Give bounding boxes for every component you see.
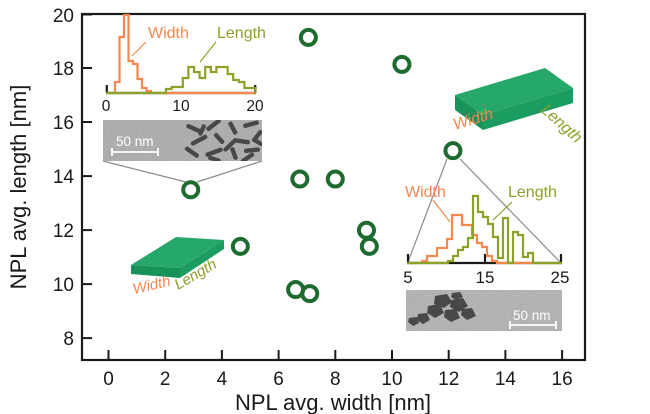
y-axis-ticks [82, 13, 92, 340]
y-tick-label: 8 [63, 329, 74, 350]
right-inset-histogram: 5 15 25 Width Length [403, 184, 569, 287]
x-tick-label: 16 [552, 369, 573, 390]
right-tem-image: 50 nm [406, 290, 562, 331]
x-tick-label: 8 [330, 369, 341, 390]
x-tick-label: 10 [381, 369, 402, 390]
x-tick-label: 4 [217, 369, 228, 390]
x-tick-label: 6 [273, 369, 284, 390]
right-hist-tick-label: 25 [551, 268, 570, 287]
right-scale-bar [509, 321, 557, 329]
right-inset-leader-lines [407, 158, 561, 263]
x-axis-title: NPL avg. width [nm] [235, 390, 431, 414]
right-width-leader [432, 199, 451, 223]
left-tem-image: 50 nm [103, 120, 262, 161]
scatter-point [359, 236, 379, 256]
y-tick-label: 14 [53, 167, 75, 188]
scatter-point [298, 27, 318, 47]
y-tick-labels: 8 10 12 14 16 18 20 [53, 6, 75, 350]
left-hist-tick-label: 20 [246, 98, 264, 115]
left-length-histogram [106, 65, 257, 95]
x-tick-label: 2 [160, 369, 171, 390]
nanoplatelet-particles [408, 292, 476, 326]
scatter-point [181, 180, 201, 200]
right-width-histogram [407, 213, 562, 265]
scatter-point [325, 169, 345, 189]
left-inset-leader-lines [102, 160, 263, 183]
right-length-label: Length [508, 184, 557, 201]
left-scale-bar-label: 50 nm [116, 134, 154, 149]
y-axis-title: NPL avg. length [nm] [6, 85, 31, 290]
y-tick-label: 16 [53, 113, 74, 134]
right-width-label: Width [405, 184, 446, 201]
left-width-histogram [106, 13, 256, 95]
scatter-point [290, 169, 310, 189]
right-scale-bar-label: 50 nm [513, 308, 551, 323]
scatter-point [230, 236, 250, 256]
x-tick-labels: 0 2 4 6 8 10 12 14 16 [103, 369, 572, 390]
x-axis-ticks [107, 350, 564, 360]
scatter-point [443, 141, 463, 161]
y-tick-label: 10 [53, 275, 74, 296]
nanorod-particles [184, 120, 262, 161]
left-hist-tick-label: 10 [172, 98, 190, 115]
right-length-histogram [407, 194, 562, 265]
right-hist-tick-label: 5 [403, 268, 412, 287]
x-tick-label: 14 [495, 369, 517, 390]
left-hist-tick-label: 0 [102, 98, 111, 115]
right-hist-tick-label: 15 [476, 268, 495, 287]
scatter-point [392, 54, 412, 74]
left-inset-histogram: 0 10 20 Width Length [102, 13, 266, 115]
scatter-point [300, 284, 320, 304]
y-tick-label: 20 [53, 6, 74, 27]
left-scale-bar [111, 148, 159, 156]
y-tick-label: 18 [53, 59, 74, 80]
y-tick-label: 12 [53, 221, 74, 242]
x-tick-label: 0 [103, 369, 114, 390]
x-tick-label: 12 [438, 369, 459, 390]
right-length-leader [492, 201, 513, 221]
scatter-points [181, 27, 463, 304]
left-width-leader [131, 41, 147, 57]
left-length-leader [199, 41, 217, 63]
left-width-label: Width [148, 25, 189, 42]
left-length-label: Length [217, 25, 266, 42]
